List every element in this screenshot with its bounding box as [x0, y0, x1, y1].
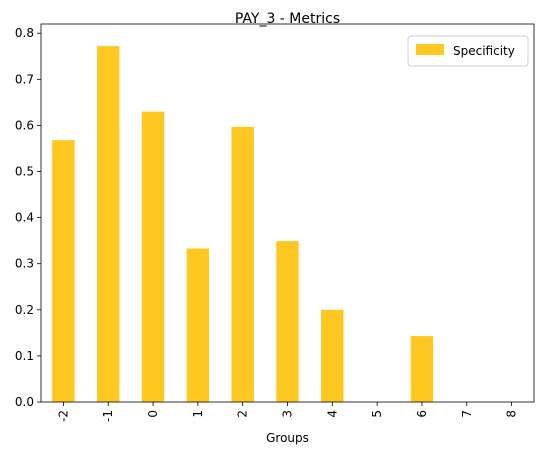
y-tick-label: 0.3 [15, 257, 34, 271]
bar-2 [231, 126, 254, 403]
y-tick-label: 0.4 [15, 211, 34, 225]
y-tick-label: 0.8 [15, 26, 34, 40]
x-tick-label: 7 [460, 410, 474, 418]
bar--1 [97, 46, 120, 402]
legend-box [407, 35, 529, 67]
x-tick-label: 1 [191, 410, 205, 418]
x-tick-label: 5 [370, 410, 384, 418]
y-axis-ticks: 0.0 0.1 0.2 0.3 0.4 0.5 0.6 0.7 0.8 [15, 26, 41, 409]
x-axis-ticks: -2 -1 0 1 2 3 4 5 6 7 8 [56, 402, 519, 422]
y-tick-label: 0.1 [15, 349, 34, 363]
chart-title: PAY_3 - Metrics [235, 11, 340, 27]
x-tick-label: 0 [146, 410, 160, 418]
y-tick-label: 0.2 [15, 303, 34, 317]
y-tick-label: 0.7 [15, 72, 34, 86]
x-tick-label: 3 [281, 410, 295, 418]
x-tick-label: -1 [101, 410, 115, 422]
x-tick-label: 4 [325, 410, 339, 418]
legend-label-specificity: Specificity [453, 44, 515, 58]
bar-0 [141, 111, 165, 402]
y-tick-label: 0.6 [15, 118, 34, 132]
y-tick-label: 0.0 [15, 395, 34, 409]
x-tick-label: 2 [236, 410, 250, 418]
x-tick-label: 8 [505, 410, 519, 418]
x-tick-label: -2 [56, 410, 70, 422]
bar-1 [186, 248, 210, 402]
bars-group [52, 46, 434, 403]
y-tick-label: 0.5 [15, 165, 34, 179]
bar-4 [321, 309, 344, 402]
x-tick-label: 6 [415, 410, 429, 418]
bar-3 [276, 241, 299, 402]
plot-frame [40, 23, 535, 403]
legend-swatch-specificity [416, 44, 444, 55]
bar-6 [410, 336, 434, 402]
bar--2 [52, 140, 75, 403]
x-axis-label: Groups [266, 431, 309, 445]
legend: Specificity [407, 35, 529, 67]
